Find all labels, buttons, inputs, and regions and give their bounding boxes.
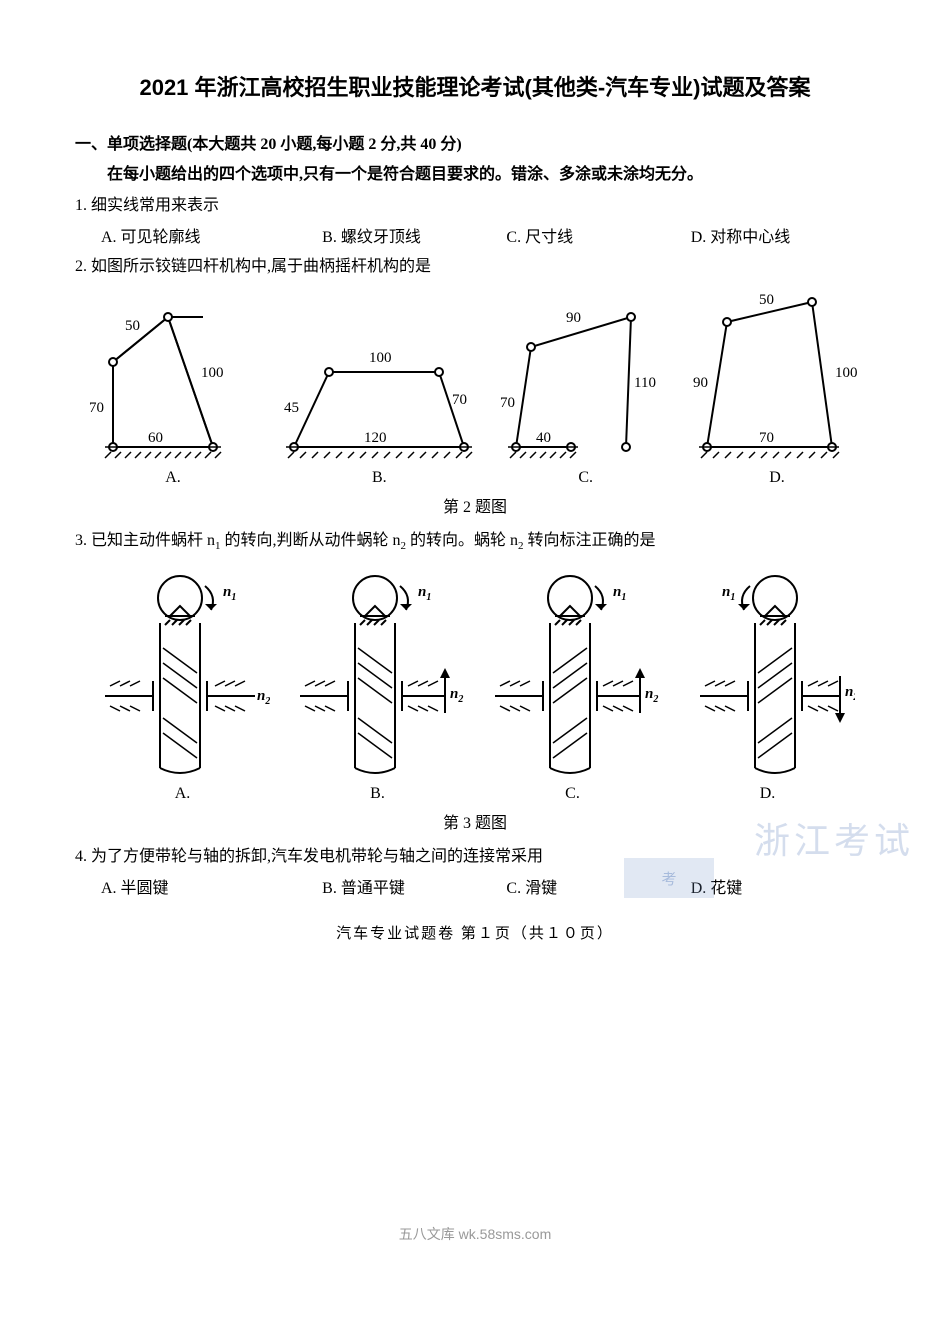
q2-letter-a: A. <box>83 469 263 487</box>
q3-fig-a: n1 n2 <box>95 568 270 783</box>
bottom-watermark: 五八文库 wk.58sms.com <box>0 1224 950 1244</box>
q3-figures: n1 n2 <box>75 568 875 783</box>
q4-opt-b: B. 普通平键 <box>322 874 506 898</box>
svg-text:n2: n2 <box>645 686 658 705</box>
q3-letter-d: D. <box>680 785 855 803</box>
q2-num: 2. <box>75 258 87 275</box>
section-note: 在每小题给出的四个选项中,只有一个是符合题目要求的。错涂、多涂或未涂均无分。 <box>75 160 875 184</box>
q3-sub2: 2 <box>401 541 407 553</box>
svg-text:n2: n2 <box>257 688 270 707</box>
q2-fig-a: 50 100 70 60 <box>83 292 263 467</box>
label: 50 <box>759 292 774 308</box>
q3-letters: A. B. C. D. <box>75 785 875 803</box>
q1-num: 1. <box>75 197 87 214</box>
q2-letter-c: C. <box>496 469 676 487</box>
q2-letters: A. B. C. D. <box>75 469 875 487</box>
q3-text-2: 的转向,判断从动件蜗轮 n <box>225 532 401 549</box>
svg-text:n1: n1 <box>418 584 431 603</box>
q3-text-4: 转向标注正确的是 <box>528 532 656 549</box>
svg-text:n2: n2 <box>450 686 463 705</box>
question-1: 1. 细实线常用来表示 <box>75 192 875 219</box>
q3-text-3: 的转向。蜗轮 n <box>410 532 518 549</box>
q2-caption: 第 2 题图 <box>75 493 875 517</box>
linkage-d-icon: 50 100 90 70 <box>687 292 867 467</box>
q3-fig-d: n1 n2 <box>680 568 855 783</box>
q3-sub1: 1 <box>215 541 221 553</box>
page-title: 2021 年浙江高校招生职业技能理论考试(其他类-汽车专业)试题及答案 <box>75 70 875 102</box>
q2-figures: 50 100 70 60 <box>75 292 875 467</box>
q3-letter-a: A. <box>95 785 270 803</box>
q2-letter-b: B. <box>274 469 484 487</box>
q3-fig-b: n1 n2 <box>290 568 465 783</box>
label: 90 <box>693 375 708 391</box>
label: 60 <box>148 430 163 446</box>
question-2: 2. 如图所示铰链四杆机构中,属于曲柄摇杆机构的是 <box>75 253 875 280</box>
q1-opt-c: C. 尺寸线 <box>506 223 690 247</box>
linkage-c-icon: 90 110 70 40 <box>496 292 676 467</box>
label: 70 <box>500 395 515 411</box>
q4-num: 4. <box>75 848 87 865</box>
q3-caption: 第 3 题图 <box>75 809 875 833</box>
q2-letter-d: D. <box>687 469 867 487</box>
svg-text:n1: n1 <box>223 584 236 603</box>
label: 120 <box>364 430 387 446</box>
q3-sub2b: 2 <box>518 541 524 553</box>
q2-fig-b: 100 70 45 120 <box>274 292 484 467</box>
q2-fig-c: 90 110 70 40 <box>496 292 676 467</box>
label: 40 <box>536 430 551 446</box>
q4-opt-a: A. 半圆键 <box>101 874 322 898</box>
linkage-b-icon: 100 70 45 120 <box>274 292 484 467</box>
q4-text: 为了方便带轮与轴的拆卸,汽车发电机带轮与轴之间的连接常采用 <box>91 848 543 865</box>
q2-text: 如图所示铰链四杆机构中,属于曲柄摇杆机构的是 <box>91 258 431 275</box>
q3-text-1: 已知主动件蜗杆 n <box>91 532 215 549</box>
wormgear-d-icon: n1 n2 <box>680 568 855 783</box>
label: 90 <box>566 310 581 326</box>
q1-opt-a: A. 可见轮廓线 <box>101 223 322 247</box>
q1-text: 细实线常用来表示 <box>91 197 219 214</box>
label: 50 <box>125 318 140 334</box>
q1-options: A. 可见轮廓线 B. 螺纹牙顶线 C. 尺寸线 D. 对称中心线 <box>75 223 875 247</box>
svg-text:n1: n1 <box>613 584 626 603</box>
svg-text:n2: n2 <box>845 684 855 703</box>
linkage-a-icon: 50 100 70 60 <box>83 292 263 467</box>
q3-letter-b: B. <box>290 785 465 803</box>
label: 45 <box>284 400 299 416</box>
q2-fig-d: 50 100 90 70 <box>687 292 867 467</box>
wormgear-b-icon: n1 n2 <box>290 568 465 783</box>
q3-fig-c: n1 n2 <box>485 568 660 783</box>
q1-opt-b: B. 螺纹牙顶线 <box>322 223 506 247</box>
label: 100 <box>369 350 392 366</box>
label: 100 <box>201 365 224 381</box>
wormgear-c-icon: n1 n2 <box>485 568 660 783</box>
label: 110 <box>634 375 656 391</box>
wormgear-a-icon: n1 n2 <box>95 568 270 783</box>
label: 70 <box>759 430 774 446</box>
section-header: 一、单项选择题(本大题共 20 小题,每小题 2 分,共 40 分) <box>75 130 875 154</box>
q4-options: A. 半圆键 B. 普通平键 C. 滑键 D. 花键 <box>75 874 875 898</box>
q1-opt-d: D. 对称中心线 <box>691 223 875 247</box>
q3-num: 3. <box>75 532 87 549</box>
question-4: 4. 为了方便带轮与轴的拆卸,汽车发电机带轮与轴之间的连接常采用 <box>75 843 875 870</box>
page-footer: 汽车专业试题卷 第１页（共１０页） <box>75 922 875 943</box>
q3-letter-c: C. <box>485 785 660 803</box>
label: 100 <box>835 365 858 381</box>
q4-opt-d: D. 花键 <box>691 874 875 898</box>
svg-text:n1: n1 <box>722 584 735 603</box>
question-3: 3. 已知主动件蜗杆 n1 的转向,判断从动件蜗轮 n2 的转向。蜗轮 n2 转… <box>75 527 875 556</box>
label: 70 <box>89 400 104 416</box>
q4-opt-c: C. 滑键 <box>506 874 690 898</box>
label: 70 <box>452 392 467 408</box>
